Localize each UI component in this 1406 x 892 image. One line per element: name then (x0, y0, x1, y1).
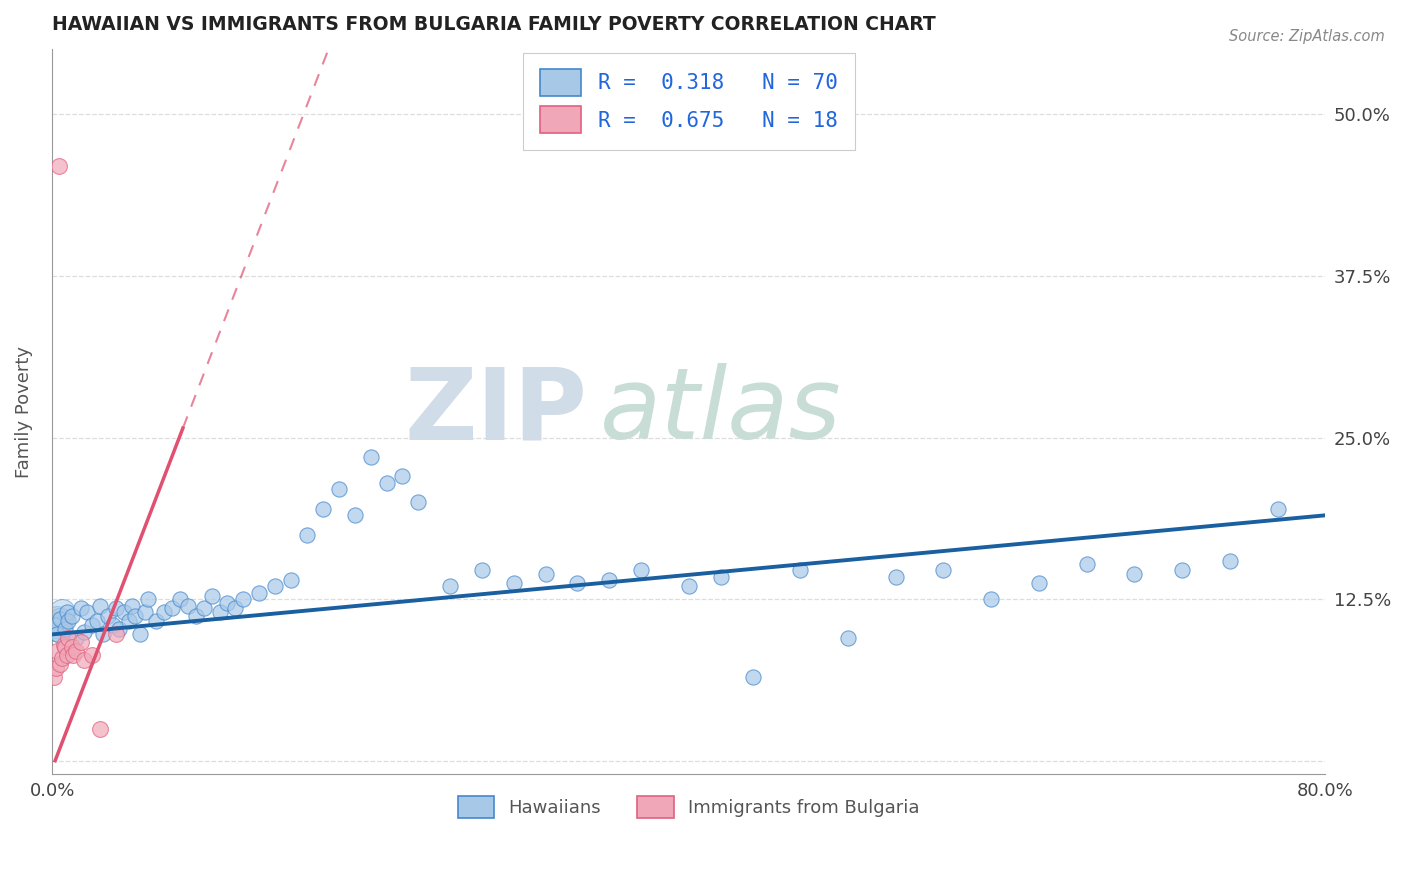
Point (58, 632, 80, 646)
Point (58, 615, 80, 629)
Point (375, 475, 398, 490)
Point (980, 592, 1002, 607)
Point (217, 596, 239, 610)
Point (49, 657, 72, 672)
Point (65, 644, 87, 658)
Point (1267, 501, 1289, 516)
Point (1123, 566, 1146, 581)
Point (208, 606, 231, 620)
Point (70, 601, 93, 615)
Point (86, 615, 108, 629)
Point (89, 599, 111, 613)
Y-axis label: Family Poverty: Family Poverty (15, 346, 32, 478)
Point (48, 159, 70, 173)
Point (82, 648, 104, 662)
Point (55, 648, 77, 662)
Point (62, 648, 84, 662)
Point (51, 606, 73, 620)
Point (136, 592, 159, 607)
Text: HAWAIIAN VS IMMIGRANTS FROM BULGARIA FAMILY POVERTY CORRELATION CHART: HAWAIIAN VS IMMIGRANTS FROM BULGARIA FAM… (52, 15, 936, 34)
Point (193, 601, 215, 615)
Point (932, 563, 955, 577)
Point (264, 579, 287, 593)
Point (408, 495, 430, 509)
Point (124, 609, 146, 624)
Point (60, 640, 83, 655)
Point (837, 632, 859, 646)
Point (55, 606, 77, 620)
Point (89, 722, 111, 736)
Point (280, 573, 302, 587)
Text: Source: ZipAtlas.com: Source: ZipAtlas.com (1229, 29, 1385, 44)
Point (105, 627, 128, 641)
Point (884, 570, 907, 584)
Point (51, 650, 73, 665)
Point (295, 527, 318, 541)
Point (567, 575, 589, 590)
Point (42, 670, 65, 684)
Point (48, 622, 70, 636)
Text: ZIP: ZIP (404, 363, 588, 460)
Point (70, 635, 93, 649)
Point (439, 579, 461, 593)
Point (105, 601, 128, 615)
Point (247, 586, 270, 600)
Point (176, 599, 198, 613)
Point (46, 644, 69, 658)
Point (53, 622, 76, 636)
Point (134, 606, 156, 620)
Point (1219, 553, 1241, 567)
Point (129, 627, 152, 641)
Point (789, 563, 811, 577)
Point (121, 599, 143, 613)
Point (101, 618, 124, 632)
Point (169, 592, 191, 607)
Point (471, 563, 494, 577)
Point (598, 573, 620, 587)
Point (65, 632, 87, 646)
Point (45, 618, 67, 632)
Point (391, 469, 413, 483)
Point (534, 566, 557, 581)
Point (93, 627, 115, 641)
Point (60, 609, 83, 624)
Text: atlas: atlas (600, 363, 841, 460)
Point (328, 483, 350, 497)
Point (184, 609, 207, 624)
Point (360, 450, 382, 464)
Point (112, 606, 135, 620)
Point (49, 612, 72, 626)
Point (502, 575, 524, 590)
Legend: Hawaiians, Immigrants from Bulgaria: Hawaiians, Immigrants from Bulgaria (449, 787, 928, 827)
Point (53, 640, 76, 655)
Point (153, 606, 176, 620)
Point (76, 606, 98, 620)
Point (46, 612, 69, 626)
Point (45, 661, 67, 675)
Point (73, 653, 96, 667)
Point (82, 618, 104, 632)
Point (678, 579, 700, 593)
Point (1028, 575, 1050, 590)
Point (224, 601, 246, 615)
Point (108, 622, 131, 636)
Point (45, 618, 67, 632)
Point (1171, 563, 1194, 577)
Point (741, 670, 763, 684)
Point (97, 609, 120, 624)
Point (630, 563, 652, 577)
Point (232, 592, 254, 607)
Point (52, 638, 75, 652)
Point (1076, 558, 1098, 572)
Point (145, 615, 167, 629)
Point (73, 624, 96, 639)
Point (118, 615, 141, 629)
Point (160, 601, 183, 615)
Point (343, 508, 366, 523)
Point (200, 589, 222, 603)
Point (49, 615, 72, 629)
Point (710, 570, 733, 584)
Point (46, 627, 69, 641)
Point (312, 501, 335, 516)
